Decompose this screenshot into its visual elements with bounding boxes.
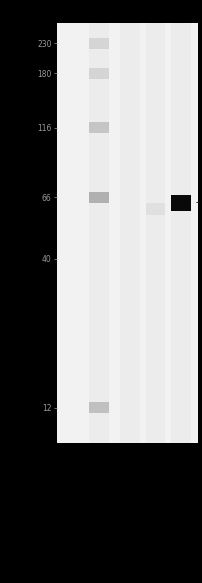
Bar <box>89 37 109 48</box>
Bar <box>89 19 109 443</box>
Bar <box>171 19 191 443</box>
Bar <box>171 195 191 211</box>
Bar <box>89 402 109 413</box>
Bar <box>89 192 109 203</box>
Bar <box>89 68 109 79</box>
Bar <box>89 122 109 133</box>
Bar <box>146 203 165 215</box>
Bar <box>146 19 165 443</box>
Bar <box>120 19 140 443</box>
Text: -SMAD4: -SMAD4 <box>195 198 202 208</box>
